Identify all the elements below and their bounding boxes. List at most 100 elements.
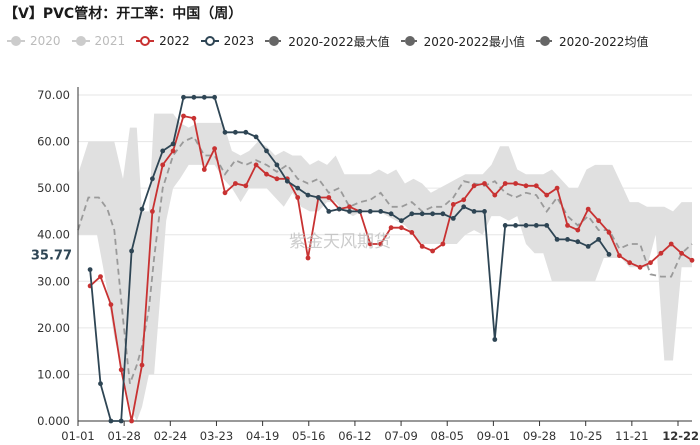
data-point — [243, 183, 249, 189]
data-point — [554, 237, 560, 242]
x-tick-label: 02-24 — [154, 429, 187, 443]
data-point — [617, 253, 622, 259]
data-point — [658, 250, 664, 256]
data-point — [419, 211, 425, 217]
data-point — [565, 237, 570, 242]
data-point — [544, 223, 550, 228]
x-tick-label: 06-12 — [338, 429, 371, 443]
data-point — [201, 94, 207, 100]
legend-item[interactable]: 2020-2022均值 — [535, 33, 648, 50]
data-point — [679, 250, 684, 256]
x-tick-label: 01-01 — [61, 429, 94, 443]
average-line — [77, 135, 693, 385]
legend-item[interactable]: 2023 — [200, 34, 254, 48]
x-tick-label: 09-01 — [477, 429, 510, 443]
data-point — [222, 190, 228, 196]
data-point — [212, 94, 218, 100]
data-point — [627, 260, 633, 266]
legend-item[interactable]: 2020-2022最大值 — [264, 33, 390, 50]
end-label-text: 35.77 — [31, 248, 72, 263]
chart-axes: 0.000 10.00 20.00 30.00 40.00 50.00 60.00 70.00… — [37, 87, 699, 443]
data-point — [513, 181, 518, 186]
data-point — [316, 195, 321, 200]
data-point — [606, 252, 612, 257]
data-point — [98, 274, 103, 279]
data-point — [513, 223, 518, 228]
legend-label: 2020 — [30, 34, 61, 48]
series-2023 — [87, 94, 612, 424]
data-point — [139, 206, 145, 212]
x-tick-label: 12-22 — [662, 429, 699, 443]
legend-item[interactable]: 2020 — [6, 34, 61, 48]
series-2022 — [87, 113, 695, 424]
data-point — [533, 223, 539, 228]
y-tick-label: 30.00 — [37, 274, 70, 288]
data-point — [295, 185, 301, 191]
data-point — [274, 176, 280, 182]
x-tick-label: 11-21 — [615, 429, 648, 443]
data-point — [253, 134, 259, 140]
data-point — [648, 260, 653, 266]
data-point — [409, 211, 415, 217]
data-point — [689, 257, 695, 263]
data-point — [326, 209, 332, 214]
data-point — [170, 141, 176, 147]
data-point — [492, 337, 498, 342]
data-point — [274, 162, 280, 168]
legend-label: 2022 — [159, 34, 190, 48]
data-point — [637, 264, 643, 270]
watermark: 紫金天风期货 — [289, 232, 391, 252]
data-point — [450, 216, 456, 221]
legend-symbol-icon — [7, 36, 25, 46]
data-point — [585, 244, 591, 249]
data-point — [295, 195, 301, 200]
data-point — [150, 176, 155, 182]
data-point — [201, 167, 207, 172]
data-point — [461, 197, 467, 203]
data-point — [108, 302, 114, 307]
data-point — [222, 129, 228, 135]
data-point — [129, 248, 135, 254]
data-point — [253, 162, 259, 168]
data-point — [461, 204, 467, 210]
data-point — [502, 223, 508, 228]
x-tick-label: 07-09 — [384, 429, 417, 443]
data-point — [347, 209, 352, 214]
data-point — [482, 209, 487, 214]
data-point — [160, 162, 166, 168]
legend-label: 2021 — [94, 34, 126, 48]
chart-series — [87, 94, 695, 424]
range-band-area — [78, 113, 692, 421]
data-point — [596, 218, 601, 224]
data-point — [471, 183, 477, 189]
x-tick-label: 01-28 — [107, 429, 140, 443]
data-point — [440, 211, 446, 217]
legend-item[interactable]: 2021 — [71, 34, 126, 48]
data-point — [471, 209, 477, 214]
data-point — [585, 206, 591, 212]
data-point — [430, 211, 435, 217]
y-tick-label: 10.00 — [37, 367, 70, 381]
x-tick-label: 03-23 — [200, 429, 233, 443]
legend-symbol-icon — [265, 36, 284, 46]
x-tick-label: 08-05 — [431, 429, 464, 443]
y-tick-label: 60.00 — [37, 135, 70, 149]
data-point — [450, 202, 456, 207]
x-tick-label: 10-25 — [569, 429, 602, 443]
data-point — [264, 171, 269, 177]
legend-item[interactable]: 2020-2022最小值 — [400, 33, 525, 50]
data-point — [87, 267, 93, 272]
data-point — [399, 218, 404, 224]
data-point — [523, 223, 529, 228]
data-point — [243, 129, 249, 135]
data-point — [150, 209, 155, 214]
data-point — [305, 192, 311, 198]
data-point — [565, 223, 570, 228]
data-point — [139, 362, 145, 368]
x-tick-label: 05-16 — [292, 429, 325, 443]
y-tick-label: 40.00 — [37, 228, 70, 242]
data-point — [129, 418, 135, 424]
y-tick-label: 20.00 — [37, 321, 70, 335]
legend-item[interactable]: 2022 — [135, 34, 190, 48]
